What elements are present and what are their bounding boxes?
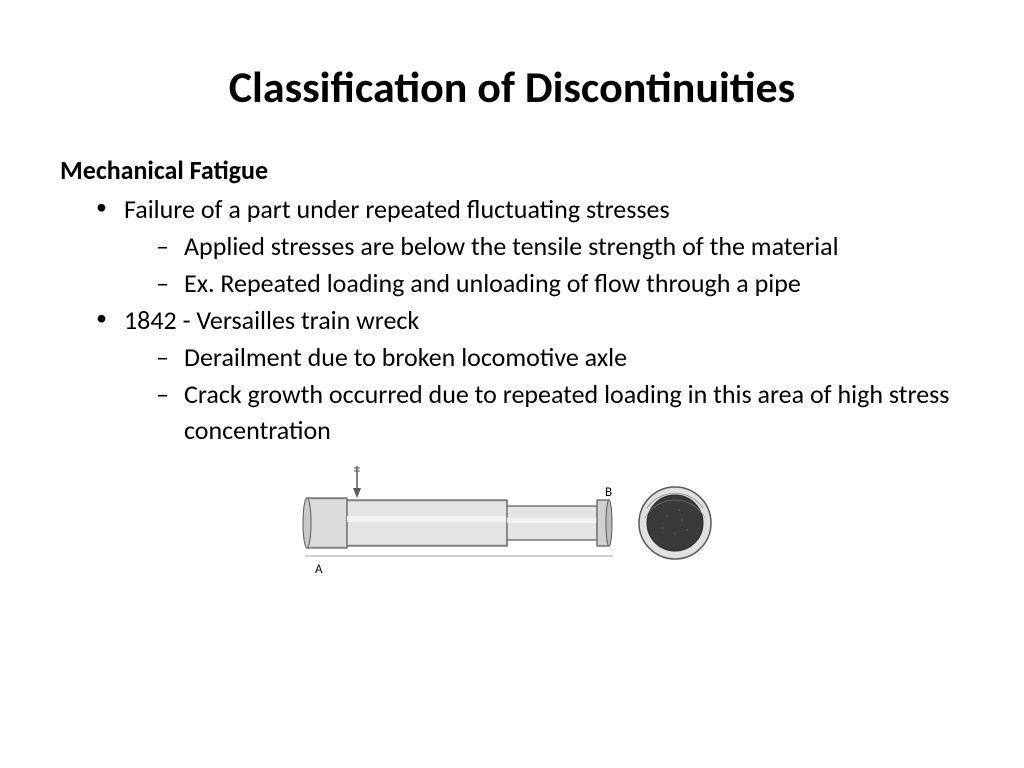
slide: Classification of Discontinuities Mechan… [0,0,1024,768]
sub-bullet-item: Crack growth occurred due to repeated lo… [156,377,964,447]
sub-bullet-item: Derailment due to broken locomotive axle [156,340,964,375]
axle-diagram-svg: A B [287,458,737,588]
bullet-list: Failure of a part under repeated fluctua… [96,192,964,448]
sub-bullet-item: Ex. Repeated loading and unloading of fl… [156,266,964,301]
axle-figure: A B [60,458,964,593]
crack-arrow-icon [353,466,361,498]
figure-label-a: A [315,562,323,577]
sub-bullet-list: Applied stresses are below the tensile s… [156,229,964,301]
axle-end-view [639,487,711,559]
sub-bullet-item: Applied stresses are below the tensile s… [156,229,964,264]
sub-bullet-list: Derailment due to broken locomotive axle… [156,340,964,447]
bullet-item: Failure of a part under repeated fluctua… [96,192,964,301]
bullet-item: 1842 - Versailles train wreck Derailment… [96,303,964,447]
axle-side-view [303,498,613,556]
page-title: Classification of Discontinuities [60,60,964,114]
figure-label-b: B [605,485,612,500]
subheading: Mechanical Fatigue [60,154,964,186]
bullet-text: 1842 - Versailles train wreck [124,304,419,336]
bullet-text: Failure of a part under repeated fluctua… [124,193,670,225]
